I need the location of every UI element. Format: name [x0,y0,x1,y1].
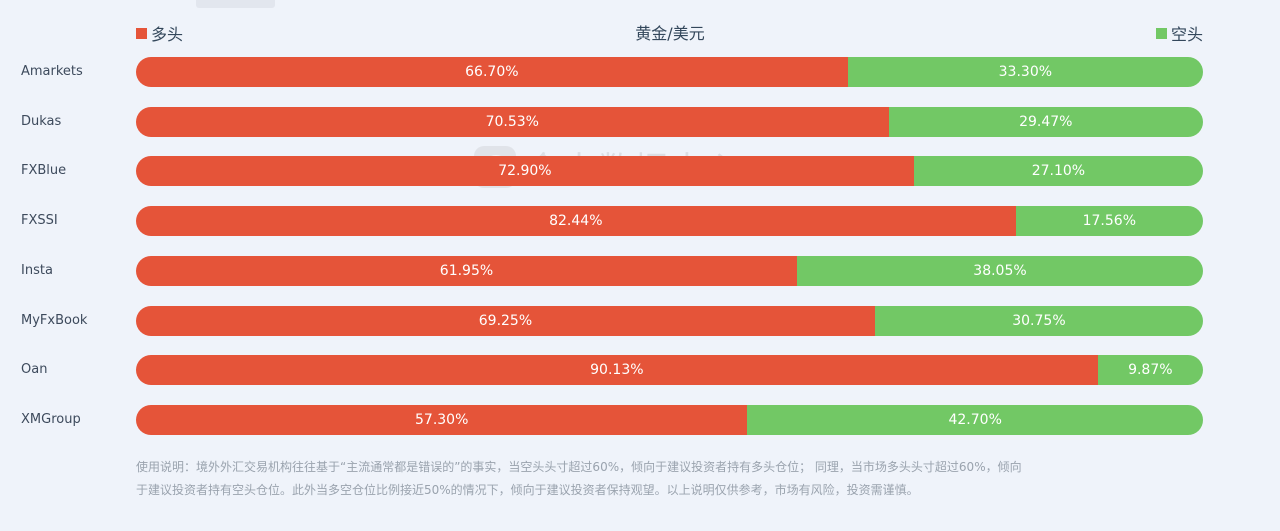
bar-long-segment[interactable]: 90.13% [136,355,1098,385]
bar-short-segment[interactable]: 42.70% [747,405,1203,435]
bar-long-segment[interactable]: 70.53% [136,107,889,137]
bar-short-segment[interactable]: 30.75% [874,306,1203,336]
bar-track: 61.95% 38.05% [136,256,1203,286]
bar-track: 72.90% 27.10% [136,156,1203,186]
bar-row: FXBlue 72.90% 27.10% [0,156,1280,186]
usage-note-line-1: 使用说明：境外外汇交易机构往往基于“主流通常都是错误的”的事实，当空头头寸超过6… [136,460,1022,474]
bar-track: 82.44% 17.56% [136,206,1203,236]
category-label: Dukas [21,114,62,129]
bar-track: 70.53% 29.47% [136,107,1203,137]
legend-long[interactable]: 多头 [136,21,183,45]
bar-row: FXSSI 82.44% 17.56% [0,206,1280,236]
top-tab[interactable] [196,0,275,8]
usage-note-line-2: 于建议投资者持有空头仓位。此外当多空仓位比例接近50%的情况下，倾向于建议投资者… [136,483,919,497]
legend-short-label: 空头 [1170,25,1203,44]
category-label: MyFxBook [21,313,88,328]
category-label: Insta [21,263,53,278]
chart-title: 黄金/美元 [635,24,705,43]
category-label: FXBlue [21,163,67,178]
bar-row: Dukas 70.53% 29.47% [0,107,1280,137]
legend-short-swatch [1155,27,1167,39]
bar-long-segment[interactable]: 82.44% [136,206,1016,236]
bar-long-segment[interactable]: 69.25% [136,306,875,336]
bar-track: 66.70% 33.30% [136,57,1203,87]
legend-short[interactable]: 空头 [1155,21,1203,45]
bar-short-segment[interactable]: 27.10% [913,156,1203,186]
usage-note: 使用说明：境外外汇交易机构往往基于“主流通常都是错误的”的事实，当空头头寸超过6… [136,456,1036,502]
category-label: Amarkets [21,64,83,79]
legend-long-label: 多头 [151,25,184,44]
legend-long-swatch [136,27,147,39]
bar-short-segment[interactable]: 38.05% [797,256,1203,286]
bar-short-segment[interactable]: 9.87% [1097,355,1203,385]
category-label: XMGroup [21,412,81,427]
bar-row: Insta 61.95% 38.05% [0,256,1280,286]
bar-track: 90.13% 9.87% [136,355,1203,385]
bar-row: Oan 90.13% 9.87% [0,355,1280,385]
bar-short-segment[interactable]: 33.30% [847,57,1203,87]
bar-long-segment[interactable]: 66.70% [136,57,848,87]
bar-long-segment[interactable]: 72.90% [136,156,914,186]
bar-long-segment[interactable]: 61.95% [136,256,797,286]
bar-long-segment[interactable]: 57.30% [136,405,748,435]
category-label: FXSSI [21,213,58,228]
bar-short-segment[interactable]: 29.47% [888,107,1203,137]
bar-row: MyFxBook 69.25% 30.75% [0,306,1280,336]
bar-track: 69.25% 30.75% [136,306,1203,336]
bar-row: XMGroup 57.30% 42.70% [0,405,1280,435]
bar-row: Amarkets 66.70% 33.30% [0,57,1280,87]
bar-short-segment[interactable]: 17.56% [1015,206,1203,236]
category-label: Oan [21,362,48,377]
bar-track: 57.30% 42.70% [136,405,1203,435]
